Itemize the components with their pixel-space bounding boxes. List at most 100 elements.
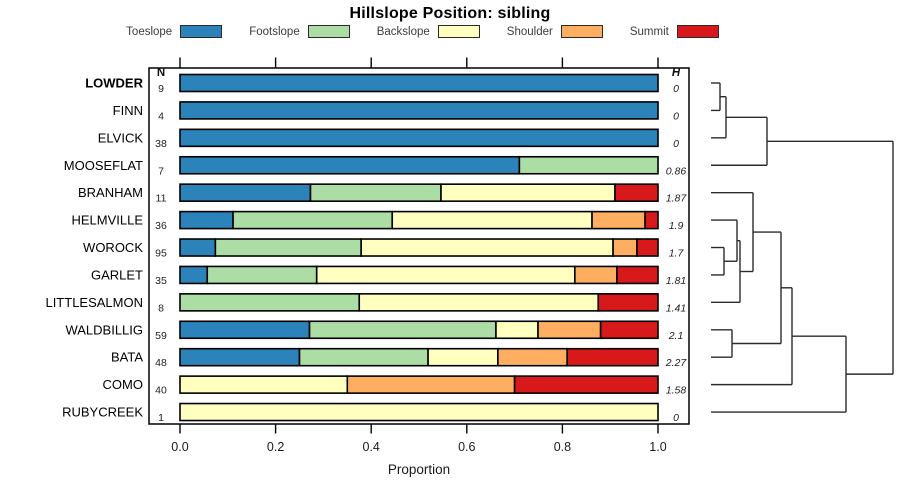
legend-swatch: [180, 25, 223, 38]
bar-segment: [206, 265, 318, 285]
bar-segment: [179, 402, 659, 422]
h-value: 1.81: [666, 275, 686, 287]
bar-segment: [497, 347, 568, 367]
bar-segment: [179, 375, 349, 394]
bar-segment: [232, 210, 394, 230]
h-value: 2.27: [665, 357, 688, 369]
bar-segment: [427, 347, 499, 367]
bar-segment: [179, 347, 301, 367]
legend-item: Backslope: [377, 25, 480, 38]
n-value: 8: [158, 302, 164, 314]
n-column-header: N: [157, 67, 165, 79]
legend-label: Shoulder: [506, 25, 553, 38]
n-value: 59: [155, 330, 167, 342]
bar-segment: [179, 293, 361, 312]
n-value: 38: [155, 138, 167, 150]
n-value: 95: [155, 248, 167, 260]
h-value: 1.58: [666, 385, 687, 397]
legend-label: Footslope: [249, 25, 300, 38]
x-tick-label: 0.6: [458, 440, 475, 454]
bar-segment: [179, 183, 312, 202]
bar-segment: [179, 238, 217, 257]
row-label: RUBYCREEK: [62, 405, 143, 420]
n-value: 7: [158, 165, 164, 177]
bar-segment: [597, 293, 659, 312]
legend-label: Summit: [629, 25, 669, 38]
h-value: 0: [673, 83, 679, 95]
bar-segment: [644, 210, 659, 230]
legend-swatch: [560, 25, 603, 38]
row-label: WALDBILLIG: [65, 322, 143, 337]
h-value: 1.7: [669, 248, 685, 260]
row-label: FINN: [113, 103, 143, 118]
row-label: BRANHAM: [78, 185, 143, 200]
bar-segment: [179, 320, 311, 340]
n-value: 1: [158, 412, 164, 424]
bar-segment: [358, 293, 600, 312]
bar-segment: [360, 238, 614, 257]
h-value: 1.9: [669, 220, 684, 232]
row-label: COMO: [103, 377, 143, 392]
row-label: ELVICK: [98, 130, 144, 145]
bar-segment: [179, 73, 659, 93]
row-label: GARLET: [91, 267, 143, 282]
x-tick-label: 0.8: [554, 440, 571, 454]
bar-segment: [346, 375, 516, 394]
bar-segment: [591, 210, 646, 230]
h-value: 0.86: [666, 165, 687, 177]
bar-segment: [179, 210, 234, 230]
h-value: 2.1: [668, 330, 684, 342]
h-value: 0: [673, 138, 679, 150]
bar-segment: [614, 183, 659, 202]
row-label: WOROCK: [83, 240, 143, 255]
bar-segment: [566, 347, 659, 367]
h-value: 1.41: [666, 302, 686, 314]
legend-item: Summit: [630, 25, 719, 38]
x-tick-label: 0.2: [267, 440, 284, 454]
bar-segment: [616, 265, 659, 285]
row-label: LOWDER: [85, 76, 143, 91]
legend-swatch: [437, 25, 480, 38]
bar-segment: [179, 101, 659, 120]
h-value: 0: [673, 412, 679, 424]
legend-item: Shoulder: [507, 25, 603, 38]
bar-segment: [298, 347, 429, 367]
bar-segment: [214, 238, 362, 257]
row-label: LITTLESALMON: [45, 295, 143, 310]
bar-segment: [513, 375, 659, 394]
bar-segment: [599, 320, 659, 340]
n-value: 36: [155, 220, 167, 232]
row-label: HELMVILLE: [71, 213, 143, 228]
x-tick-label: 0.0: [171, 440, 188, 454]
h-column-header: H: [672, 67, 681, 79]
legend-label: Backslope: [376, 25, 430, 38]
bar-segment: [518, 155, 659, 175]
chart-title: Hillslope Position: sibling: [349, 5, 551, 22]
legend-item: Toeslope: [126, 25, 223, 38]
plot-box: [148, 67, 690, 425]
n-value: 4: [158, 110, 164, 122]
legend: Toeslope Footslope Backslope Shoulder Summit: [0, 25, 845, 38]
bar-segment: [574, 265, 618, 285]
bar-segment: [537, 320, 602, 340]
x-axis-label: Proportion: [388, 462, 450, 477]
legend-swatch: [676, 25, 719, 38]
n-value: 35: [155, 275, 167, 287]
bar-segment: [179, 265, 209, 285]
legend-label: Toeslope: [126, 25, 173, 38]
n-value: 40: [155, 385, 167, 397]
bar-segment: [309, 183, 442, 202]
n-value: 11: [156, 193, 167, 205]
bar-segment: [308, 320, 497, 340]
bar-segment: [179, 155, 521, 175]
x-tick-label: 1.0: [649, 440, 666, 454]
bar-segment: [612, 238, 638, 257]
row-label: MOOSEFLAT: [64, 158, 143, 173]
n-value: 9: [158, 83, 164, 95]
h-value: 1.87: [666, 193, 688, 205]
bar-segment: [495, 320, 539, 340]
bar-segment: [315, 265, 576, 285]
row-label: BATA: [111, 350, 143, 365]
